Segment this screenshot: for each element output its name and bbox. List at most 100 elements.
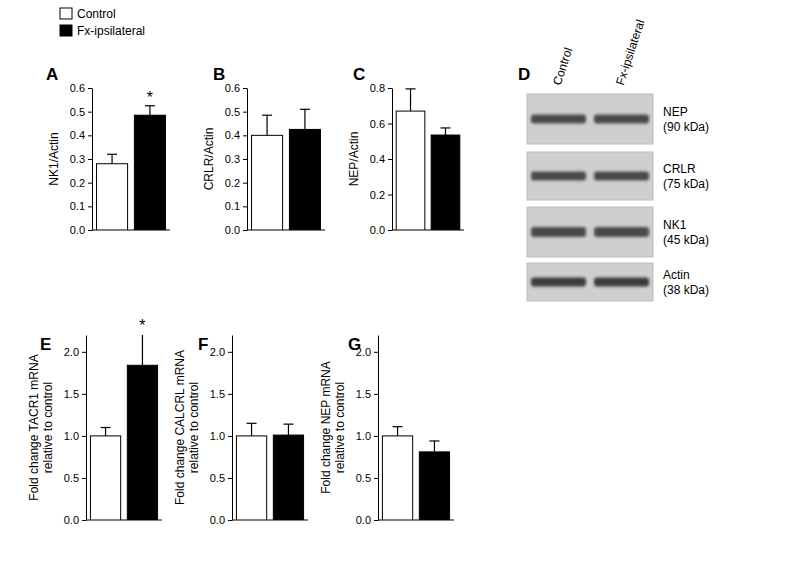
y-axis: 0.00.51.01.52.0 <box>210 336 233 527</box>
blot-strip <box>527 94 653 144</box>
y-tick: 1.5 <box>356 388 378 400</box>
bar <box>90 436 120 520</box>
y-tick: 0.3 <box>70 153 92 165</box>
y-tick-mark <box>88 88 92 89</box>
error-bar <box>262 115 272 135</box>
legend-label: Control <box>77 7 116 21</box>
panel-letter: C <box>353 65 365 84</box>
y-tick-mark <box>228 478 232 479</box>
y-tick-mark <box>388 195 392 196</box>
lane-label: Fx-ipsilateral <box>613 18 647 87</box>
plot-marks <box>236 423 303 520</box>
bar <box>252 135 283 230</box>
plot-marks <box>396 89 460 230</box>
bar <box>396 111 425 230</box>
error-bar <box>137 335 147 365</box>
y-tick-mark <box>88 183 92 184</box>
y-tick-label: 0.5 <box>70 106 85 118</box>
error-bar-stem <box>149 106 150 115</box>
y-tick-label: 0.5 <box>356 472 371 484</box>
y-tick-label: 0.0 <box>210 514 225 526</box>
significance-marker: * <box>147 89 153 106</box>
error-bar-cap <box>393 426 403 427</box>
blot-band <box>531 227 586 237</box>
y-axis-line <box>232 336 233 521</box>
y-tick-mark <box>88 230 92 231</box>
legend: ControlFx-ipsilateral <box>60 7 145 38</box>
y-axis-title: CRLR/Actin <box>202 128 216 191</box>
bar <box>134 115 165 230</box>
error-bar <box>247 423 257 436</box>
y-tick-mark <box>228 520 232 521</box>
y-axis-title-line: CRLR/Actin <box>202 128 216 191</box>
protein-size: (90 kDa) <box>663 120 709 134</box>
panel-letter: B <box>213 65 225 84</box>
y-tick: 0.6 <box>70 82 92 94</box>
bar <box>289 129 320 230</box>
error-bar <box>283 424 293 435</box>
blot-background <box>527 263 653 301</box>
y-tick-mark <box>243 159 247 160</box>
y-tick-mark <box>374 352 378 353</box>
error-bar-stem <box>251 423 252 436</box>
legend-item: Control <box>60 7 116 21</box>
bar <box>236 436 266 520</box>
y-tick-mark <box>228 352 232 353</box>
y-tick-mark <box>228 436 232 437</box>
y-axis-title-line: Fold change CALCRL mRNA <box>173 350 187 505</box>
blot-strip <box>527 263 653 301</box>
y-tick-label: 0.4 <box>70 129 85 141</box>
blot-strip <box>527 207 653 257</box>
y-axis-title: Fold change TACR1 mRNArelative to contro… <box>27 354 55 500</box>
y-axis-line <box>392 89 393 231</box>
y-tick: 0.1 <box>70 200 92 212</box>
y-tick: 1.5 <box>210 388 232 400</box>
y-tick-mark <box>82 394 86 395</box>
y-tick-mark <box>388 230 392 231</box>
y-tick-label: 0.5 <box>210 472 225 484</box>
y-tick-label: 1.0 <box>356 430 371 442</box>
error-bar-stem <box>445 128 446 135</box>
y-tick-label: 0.0 <box>370 224 385 236</box>
y-tick: 1.0 <box>356 430 378 442</box>
y-axis-line <box>378 336 379 521</box>
y-tick-mark <box>388 88 392 89</box>
error-bar <box>101 428 111 436</box>
y-tick-mark <box>374 436 378 437</box>
lane-label: Control <box>550 46 575 87</box>
y-tick-label: 1.5 <box>210 388 225 400</box>
plot-marks <box>90 335 157 520</box>
error-bar-stem <box>304 109 305 129</box>
y-tick-mark <box>88 206 92 207</box>
y-axis-title: NEP/Actin <box>347 132 361 187</box>
y-axis-title-line: relative to control <box>41 382 55 473</box>
bar <box>419 452 449 520</box>
y-tick-mark <box>82 520 86 521</box>
y-axis-title-line: Fold change NEP mRNA <box>319 361 333 494</box>
y-axis-title-line: NK1/Actin <box>47 132 61 185</box>
y-tick-label: 0.5 <box>64 472 79 484</box>
y-tick: 0.0 <box>70 224 92 236</box>
chart: 0.00.20.40.60.8NEP/Actin <box>347 82 464 236</box>
error-bar-cap <box>283 424 293 425</box>
blot-band <box>594 227 649 237</box>
plot-marks <box>252 109 321 230</box>
y-tick: 0.5 <box>210 472 232 484</box>
chart: 0.00.51.01.52.0Fold change TACR1 mRNArel… <box>27 317 162 526</box>
y-tick-label: 0.0 <box>70 224 85 236</box>
protein-name: NEP <box>663 105 688 119</box>
y-tick-label: 0.8 <box>370 82 385 94</box>
error-bar-stem <box>397 427 398 436</box>
y-axis: 0.00.51.01.52.0 <box>356 336 379 527</box>
panel-letter: A <box>46 65 58 84</box>
error-bar-stem <box>142 335 143 365</box>
y-axis-line <box>92 89 93 231</box>
bar <box>273 435 303 520</box>
y-tick-label: 0.6 <box>225 82 240 94</box>
y-tick-label: 0.4 <box>370 153 385 165</box>
error-bar <box>440 128 450 135</box>
chart: 0.00.51.01.52.0Fold change CALCRL mRNAre… <box>173 336 308 527</box>
error-bar-stem <box>410 89 411 111</box>
blot-band <box>531 278 586 287</box>
y-tick-mark <box>243 206 247 207</box>
